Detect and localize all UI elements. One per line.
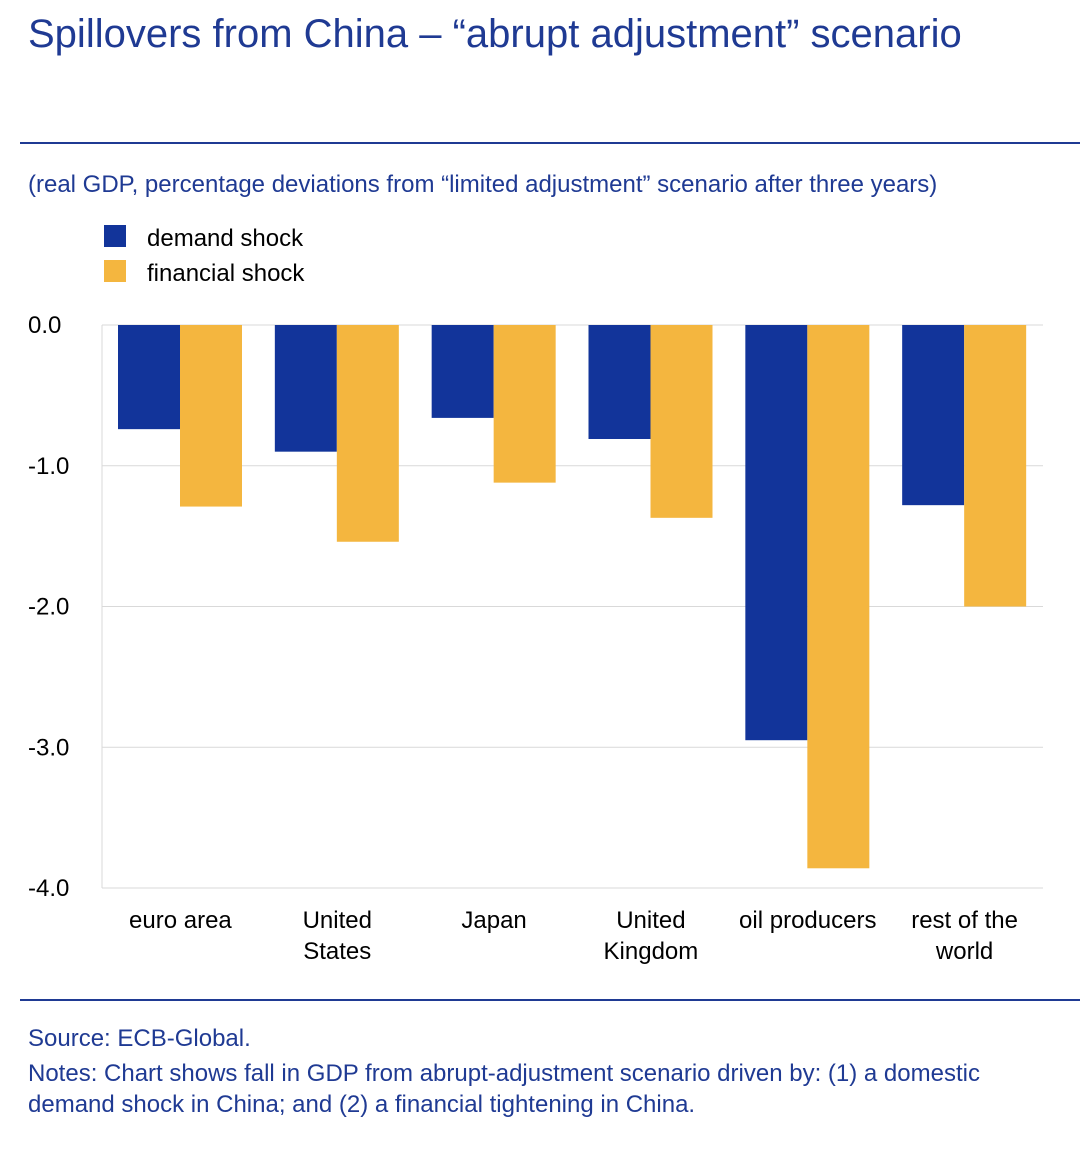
x-category-label: United States <box>303 907 372 965</box>
top-divider <box>20 142 1080 144</box>
bar-financial <box>964 325 1027 607</box>
legend-swatch-demand <box>104 225 126 247</box>
x-category-label-line: Kingdom <box>604 938 699 965</box>
bar-demand <box>431 325 494 418</box>
chart-notes: Notes: Chart shows fall in GDP from abru… <box>28 1060 980 1118</box>
legend-label: financial shock <box>147 260 305 287</box>
bar-demand <box>118 325 180 430</box>
source-note: Source: ECB-Global. <box>28 1025 251 1052</box>
bar-financial <box>180 325 242 507</box>
bar-demand <box>274 325 337 452</box>
x-category-label-line: rest of the <box>911 907 1018 934</box>
y-tick-label: -2.0 <box>28 594 69 621</box>
bar-financial <box>493 325 556 483</box>
bar-financial <box>650 325 713 518</box>
chart-subtitle: (real GDP, percentage deviations from “l… <box>28 171 938 198</box>
x-category-label-line: Japan <box>461 907 526 934</box>
bar-financial <box>807 325 870 869</box>
y-tick-label: -4.0 <box>28 875 69 902</box>
x-category-label-line: world <box>935 938 993 965</box>
x-category-label: euro area <box>129 907 232 934</box>
bottom-divider <box>20 999 1080 1001</box>
y-tick-label: -3.0 <box>28 734 69 761</box>
x-category-label: rest of the world <box>911 907 1018 965</box>
bar-demand <box>745 325 808 741</box>
y-tick-label: -1.0 <box>28 453 69 480</box>
x-category-label-line: United <box>616 907 685 934</box>
legend-swatch-financial <box>104 260 126 282</box>
bar-demand <box>902 325 965 506</box>
chart-title: Spillovers from China – “abrupt adjustme… <box>28 12 962 56</box>
x-category-label: Japan <box>461 907 526 934</box>
bar-demand <box>588 325 651 440</box>
x-category-label-line: euro area <box>129 907 232 934</box>
bar-financial <box>336 325 399 542</box>
x-category-label-line: States <box>303 938 371 965</box>
x-category-label: oil producers <box>739 907 876 934</box>
x-category-label: United Kingdom <box>604 907 699 965</box>
x-category-label-line: United <box>303 907 372 934</box>
y-tick-label: 0.0 <box>28 312 61 339</box>
legend-label: demand shock <box>147 225 304 252</box>
x-category-label-line: oil producers <box>739 907 876 934</box>
